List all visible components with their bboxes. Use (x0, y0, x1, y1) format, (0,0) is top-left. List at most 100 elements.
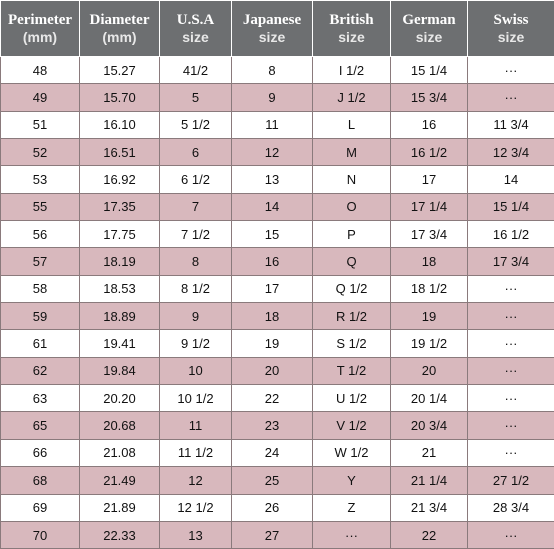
cell-perimeter: 52 (1, 139, 80, 166)
cell-perimeter: 62 (1, 357, 80, 384)
cell-swiss-size: 16 1/2 (468, 221, 554, 248)
cell-perimeter: 49 (1, 84, 80, 111)
cell-german-size: 15 3/4 (391, 84, 468, 111)
cell-german-size: 17 1/4 (391, 193, 468, 220)
cell-perimeter: 61 (1, 330, 80, 357)
cell-usa-size: 8 (160, 248, 232, 275)
cell-usa-size: 41/2 (160, 57, 232, 84)
cell-japanese-size: 24 (232, 439, 313, 466)
cell-perimeter: 59 (1, 303, 80, 330)
cell-perimeter: 55 (1, 193, 80, 220)
cell-usa-size: 12 (160, 467, 232, 494)
cell-perimeter: 57 (1, 248, 80, 275)
header-unit: size (468, 29, 554, 46)
cell-diameter: 18.53 (80, 275, 160, 302)
cell-german-size: 18 (391, 248, 468, 275)
cell-usa-size: 5 1/2 (160, 111, 232, 138)
cell-german-size: 20 (391, 357, 468, 384)
header-label: Perimeter (1, 12, 79, 29)
cell-british-size: O (313, 193, 391, 220)
cell-usa-size: 11 (160, 412, 232, 439)
cell-diameter: 19.41 (80, 330, 160, 357)
cell-diameter: 21.08 (80, 439, 160, 466)
cell-perimeter: 56 (1, 221, 80, 248)
cell-japanese-size: 18 (232, 303, 313, 330)
header-unit: (mm) (80, 29, 159, 46)
cell-japanese-size: 13 (232, 166, 313, 193)
cell-british-size: Y (313, 467, 391, 494)
cell-diameter: 17.75 (80, 221, 160, 248)
cell-usa-size: 13 (160, 521, 232, 548)
cell-swiss-size: 15 1/4 (468, 193, 554, 220)
header-perimeter: Perimeter(mm) (1, 1, 80, 57)
cell-german-size: 19 (391, 303, 468, 330)
cell-british-size: V 1/2 (313, 412, 391, 439)
cell-german-size: 19 1/2 (391, 330, 468, 357)
cell-diameter: 22.33 (80, 521, 160, 548)
header-label: British (313, 12, 390, 29)
cell-british-size: N (313, 166, 391, 193)
cell-perimeter: 58 (1, 275, 80, 302)
cell-british-size: Z (313, 494, 391, 521)
header-unit: size (313, 29, 390, 46)
cell-diameter: 17.35 (80, 193, 160, 220)
cell-swiss-size: 27 1/2 (468, 467, 554, 494)
cell-usa-size: 5 (160, 84, 232, 111)
header-label: Japanese (232, 12, 312, 29)
cell-british-size: J 1/2 (313, 84, 391, 111)
cell-japanese-size: 8 (232, 57, 313, 84)
cell-diameter: 21.49 (80, 467, 160, 494)
cell-german-size: 20 3/4 (391, 412, 468, 439)
cell-perimeter: 51 (1, 111, 80, 138)
cell-perimeter: 65 (1, 412, 80, 439)
cell-british-size: ··· (313, 521, 391, 548)
cell-swiss-size: ··· (468, 412, 554, 439)
cell-british-size: P (313, 221, 391, 248)
cell-british-size: W 1/2 (313, 439, 391, 466)
cell-swiss-size: ··· (468, 357, 554, 384)
cell-japanese-size: 11 (232, 111, 313, 138)
cell-perimeter: 68 (1, 467, 80, 494)
cell-usa-size: 10 (160, 357, 232, 384)
header-label: Swiss (468, 12, 554, 29)
cell-german-size: 17 (391, 166, 468, 193)
cell-perimeter: 48 (1, 57, 80, 84)
cell-usa-size: 9 (160, 303, 232, 330)
header-unit: size (232, 29, 312, 46)
cell-german-size: 21 3/4 (391, 494, 468, 521)
cell-perimeter: 69 (1, 494, 80, 521)
cell-german-size: 16 (391, 111, 468, 138)
header-label: Diameter (80, 12, 159, 29)
cell-japanese-size: 25 (232, 467, 313, 494)
cell-swiss-size: ··· (468, 385, 554, 412)
cell-british-size: L (313, 111, 391, 138)
cell-german-size: 21 (391, 439, 468, 466)
cell-japanese-size: 9 (232, 84, 313, 111)
header-unit: size (391, 29, 467, 46)
cell-usa-size: 12 1/2 (160, 494, 232, 521)
cell-diameter: 18.89 (80, 303, 160, 330)
cell-japanese-size: 12 (232, 139, 313, 166)
cell-swiss-size: 17 3/4 (468, 248, 554, 275)
cell-diameter: 19.84 (80, 357, 160, 384)
cell-diameter: 15.27 (80, 57, 160, 84)
cell-german-size: 15 1/4 (391, 57, 468, 84)
cell-usa-size: 11 1/2 (160, 439, 232, 466)
cell-swiss-size: 28 3/4 (468, 494, 554, 521)
cell-british-size: T 1/2 (313, 357, 391, 384)
